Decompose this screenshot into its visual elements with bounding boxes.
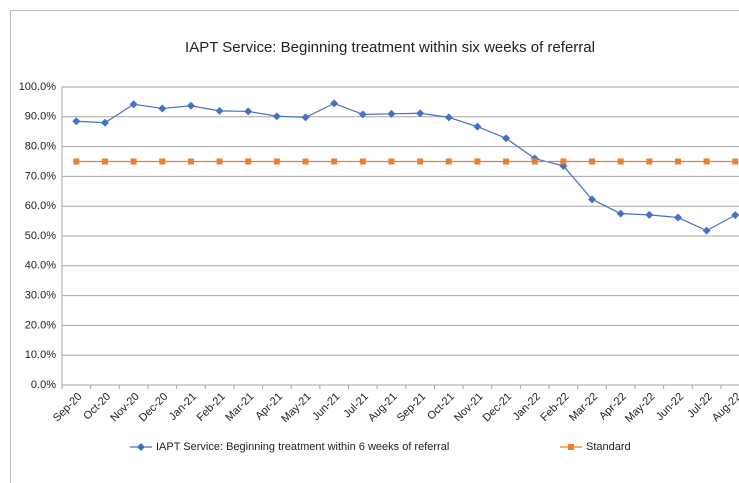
- marker: [72, 117, 81, 126]
- y-tick-label: 60.0%: [25, 200, 56, 212]
- marker: [130, 158, 137, 165]
- marker: [73, 158, 80, 165]
- marker: [531, 158, 538, 165]
- legend-label: IAPT Service: Beginning treatment within…: [156, 441, 449, 453]
- marker: [589, 158, 596, 165]
- marker: [416, 109, 425, 118]
- marker: [100, 118, 109, 127]
- y-tick-label: 50.0%: [25, 230, 56, 242]
- marker: [417, 158, 424, 165]
- marker: [503, 158, 510, 165]
- marker: [560, 158, 567, 165]
- marker: [244, 107, 253, 116]
- marker: [703, 158, 710, 165]
- marker: [158, 104, 167, 113]
- marker: [645, 210, 654, 219]
- marker: [272, 112, 281, 121]
- marker: [617, 158, 624, 165]
- marker: [388, 158, 395, 165]
- marker: [331, 158, 338, 165]
- marker: [444, 113, 453, 122]
- marker: [186, 101, 195, 110]
- series-line: [76, 102, 736, 232]
- y-tick-label: 90.0%: [25, 111, 56, 123]
- marker: [702, 226, 711, 235]
- legend-label: Standard: [586, 441, 631, 453]
- marker: [502, 134, 511, 143]
- marker: [445, 158, 452, 165]
- marker: [387, 109, 396, 118]
- marker: [358, 110, 367, 119]
- marker: [673, 213, 682, 222]
- marker: [101, 158, 108, 165]
- marker: [245, 158, 252, 165]
- y-tick-label: 80.0%: [25, 141, 56, 153]
- marker: [473, 122, 482, 131]
- marker: [216, 158, 223, 165]
- y-tick-label: 0.0%: [31, 379, 56, 391]
- marker: [674, 158, 681, 165]
- y-tick-label: 10.0%: [25, 349, 56, 361]
- y-tick-label: 100.0%: [19, 81, 57, 93]
- marker: [359, 158, 366, 165]
- legend-marker: [568, 444, 574, 450]
- marker: [474, 158, 481, 165]
- y-tick-label: 70.0%: [25, 170, 56, 182]
- marker: [588, 195, 597, 204]
- marker: [273, 158, 280, 165]
- marker: [187, 158, 194, 165]
- marker: [731, 211, 739, 220]
- legend-marker: [137, 443, 145, 451]
- marker: [159, 158, 166, 165]
- marker: [616, 209, 625, 218]
- marker: [646, 158, 653, 165]
- y-tick-label: 30.0%: [25, 290, 56, 302]
- chart-frame: [10, 10, 739, 483]
- marker: [732, 158, 739, 165]
- marker: [129, 100, 138, 109]
- y-tick-label: 40.0%: [25, 260, 56, 272]
- marker: [330, 99, 339, 108]
- chart-title: IAPT Service: Beginning treatment within…: [185, 39, 595, 56]
- marker: [215, 106, 224, 115]
- marker: [301, 113, 310, 122]
- y-tick-label: 20.0%: [25, 319, 56, 331]
- marker: [302, 158, 309, 165]
